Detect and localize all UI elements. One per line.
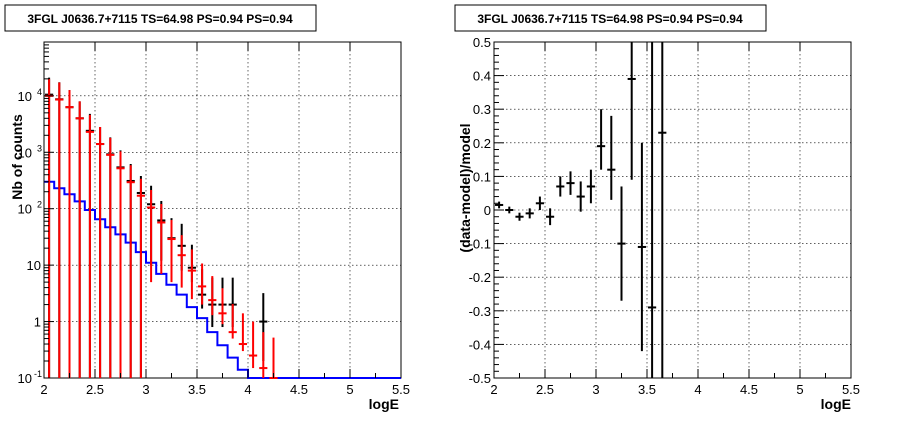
data-point bbox=[177, 235, 186, 288]
data-point bbox=[228, 303, 237, 339]
left-plot-marks bbox=[44, 77, 401, 379]
x-tick-label: 2 bbox=[40, 382, 47, 397]
data-point bbox=[136, 178, 145, 378]
data-point bbox=[637, 142, 646, 352]
right-title-box bbox=[454, 4, 767, 32]
x-tick-label: 3 bbox=[592, 382, 599, 397]
data-point bbox=[586, 169, 595, 204]
x-tick-label: 2.5 bbox=[86, 382, 104, 397]
x-tick-label: 4 bbox=[244, 382, 251, 397]
y-tick-label: 10 bbox=[18, 371, 32, 386]
y-tick-exponent: 2 bbox=[37, 200, 42, 210]
right-plot-grid bbox=[494, 42, 851, 378]
data-point bbox=[55, 82, 64, 378]
right-plot-marks bbox=[495, 42, 667, 378]
right-y-axis-label: (data-model)/model bbox=[457, 123, 473, 252]
data-point bbox=[126, 165, 135, 378]
data-point bbox=[167, 220, 176, 283]
data-point bbox=[576, 181, 585, 212]
data-point bbox=[75, 101, 84, 378]
data-point bbox=[147, 189, 156, 283]
y-tick-label: 10 bbox=[18, 202, 32, 217]
data-point bbox=[157, 204, 166, 274]
y-tick-label: 0.3 bbox=[473, 102, 491, 117]
x-tick-label: 2 bbox=[490, 382, 497, 397]
model-step-line bbox=[44, 180, 401, 379]
y-tick-label: 0.1 bbox=[473, 169, 491, 184]
left-y-axis-label: Nb of counts bbox=[9, 114, 25, 200]
y-tick-label: 0 bbox=[484, 203, 491, 218]
data-point bbox=[106, 137, 115, 378]
x-tick-label: 4.5 bbox=[740, 382, 758, 397]
data-point bbox=[238, 313, 247, 352]
y-tick-label: 10 bbox=[18, 145, 32, 160]
data-point bbox=[96, 127, 105, 378]
left-chart-title: 3FGL J0636.7+7115 TS=64.98 PS=0.94 PS=0.… bbox=[27, 12, 293, 26]
y-tick-exponent: 3 bbox=[37, 143, 42, 153]
y-tick-label: -0.4 bbox=[469, 337, 491, 352]
y-tick-label: -0.5 bbox=[469, 371, 491, 386]
data-point bbox=[65, 90, 74, 378]
data-point bbox=[249, 321, 258, 369]
data-point bbox=[515, 212, 524, 221]
y-tick-label: -0.1 bbox=[469, 237, 491, 252]
y-tick-exponent: 4 bbox=[37, 87, 42, 97]
y-tick-label: 1 bbox=[34, 315, 41, 330]
y-tick-label: -0.3 bbox=[469, 304, 491, 319]
data-point bbox=[658, 42, 667, 378]
data-point bbox=[116, 151, 125, 378]
data-point bbox=[617, 186, 626, 301]
y-tick-label: 0.5 bbox=[473, 35, 491, 50]
data-point bbox=[187, 249, 196, 300]
right-plot-frame bbox=[493, 41, 852, 379]
x-tick-label: 5.5 bbox=[392, 382, 410, 397]
x-tick-label: 5 bbox=[346, 382, 353, 397]
data-point bbox=[597, 109, 606, 170]
x-tick-label: 5.5 bbox=[842, 382, 860, 397]
right-chart-title: 3FGL J0636.7+7115 TS=64.98 PS=0.94 PS=0.… bbox=[477, 12, 743, 26]
data-point bbox=[495, 201, 504, 209]
data-point bbox=[505, 206, 514, 214]
data-point bbox=[546, 208, 555, 226]
data-point bbox=[85, 114, 94, 378]
data-point bbox=[259, 332, 268, 378]
left-x-axis-label: logE bbox=[369, 396, 399, 412]
data-point bbox=[269, 337, 278, 379]
left-plot-grid bbox=[44, 42, 401, 378]
x-tick-label: 4.5 bbox=[290, 382, 308, 397]
data-point bbox=[198, 263, 207, 305]
right-plot-ticks: 2 2.5 3 3.5 4 4.5 5 5.5 -0.5 -0.4 -0.3 -0.2 -0.1 0 0.1… bbox=[469, 35, 860, 397]
y-tick-label: -0.2 bbox=[469, 270, 491, 285]
x-tick-label: 2.5 bbox=[536, 382, 554, 397]
left-title-box bbox=[4, 4, 317, 32]
x-tick-label: 3 bbox=[142, 382, 149, 397]
y-tick-label: 10 bbox=[27, 258, 41, 273]
y-tick-exponent: -1 bbox=[34, 369, 42, 379]
data-point bbox=[208, 276, 217, 316]
data-point bbox=[535, 196, 544, 210]
x-tick-label: 5 bbox=[796, 382, 803, 397]
data-point bbox=[45, 78, 54, 378]
data-point bbox=[218, 288, 227, 325]
x-tick-label: 4 bbox=[694, 382, 701, 397]
y-tick-label: 10 bbox=[18, 89, 32, 104]
y-tick-label: 0.4 bbox=[473, 69, 491, 84]
x-tick-label: 3.5 bbox=[188, 382, 206, 397]
data-point bbox=[607, 115, 616, 200]
data-point bbox=[566, 171, 575, 195]
left-plot-frame bbox=[43, 41, 402, 379]
data-point bbox=[648, 42, 657, 378]
x-tick-label: 3.5 bbox=[638, 382, 656, 397]
y-tick-label: 0.2 bbox=[473, 136, 491, 151]
data-point bbox=[556, 176, 565, 197]
right-x-axis-label: logE bbox=[821, 396, 851, 412]
data-point bbox=[525, 208, 534, 219]
data-point bbox=[627, 42, 636, 180]
